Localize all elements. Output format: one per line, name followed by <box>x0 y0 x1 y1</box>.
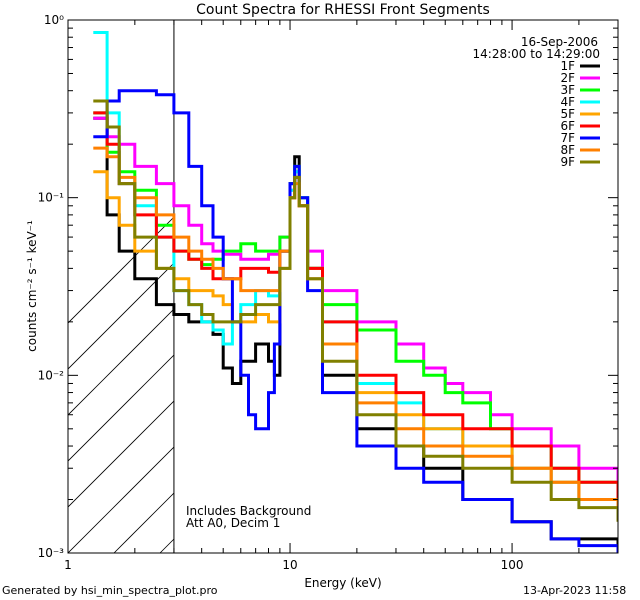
x-tick-label: 10 <box>282 558 297 572</box>
y-tick-label: 10⁻¹ <box>38 191 65 205</box>
footer-generated-by: Generated by hsi_min_spectra_plot.pro <box>2 584 218 597</box>
date-label: 16-Sep-2006 <box>521 35 598 49</box>
legend-label-2F: 2F <box>560 71 575 85</box>
y-tick-label: 10⁻³ <box>38 546 65 560</box>
legend-label-3F: 3F <box>560 83 575 97</box>
series-9F <box>93 99 618 522</box>
legend-label-6F: 6F <box>560 119 575 133</box>
legend-label-8F: 8F <box>560 143 575 157</box>
hatch-line <box>620 20 640 553</box>
time-range-label: 14:28:00 to 14:29:00 <box>473 47 600 61</box>
x-axis-label: Energy (keV) <box>304 576 381 590</box>
legend-label-5F: 5F <box>560 107 575 121</box>
axes: 1 10 100 10⁻³ 10⁻² 10⁻¹ 10⁰ <box>38 13 619 572</box>
plot-frame <box>67 19 619 554</box>
legend-label-4F: 4F <box>560 95 575 109</box>
annotation-background: Includes Background <box>186 504 311 518</box>
y-axis-label: counts cm⁻² s⁻¹ keV⁻¹ <box>25 220 39 352</box>
x-tick-label: 1 <box>64 558 72 572</box>
y-tick-label: 10⁰ <box>44 13 64 27</box>
x-tick-label: 100 <box>501 558 524 572</box>
footer-timestamp: 13-Apr-2023 11:58 <box>523 584 627 597</box>
legend-label-9F: 9F <box>560 155 575 169</box>
series-lines <box>93 31 618 553</box>
legend-label-7F: 7F <box>560 131 575 145</box>
legend-label-1F: 1F <box>560 59 575 73</box>
chart-title: Count Spectra for RHESSI Front Segments <box>196 2 490 18</box>
y-tick-label: 10⁻² <box>38 368 65 382</box>
annotation-attenuator: Att A0, Decim 1 <box>186 516 280 530</box>
series-7F <box>93 89 618 553</box>
